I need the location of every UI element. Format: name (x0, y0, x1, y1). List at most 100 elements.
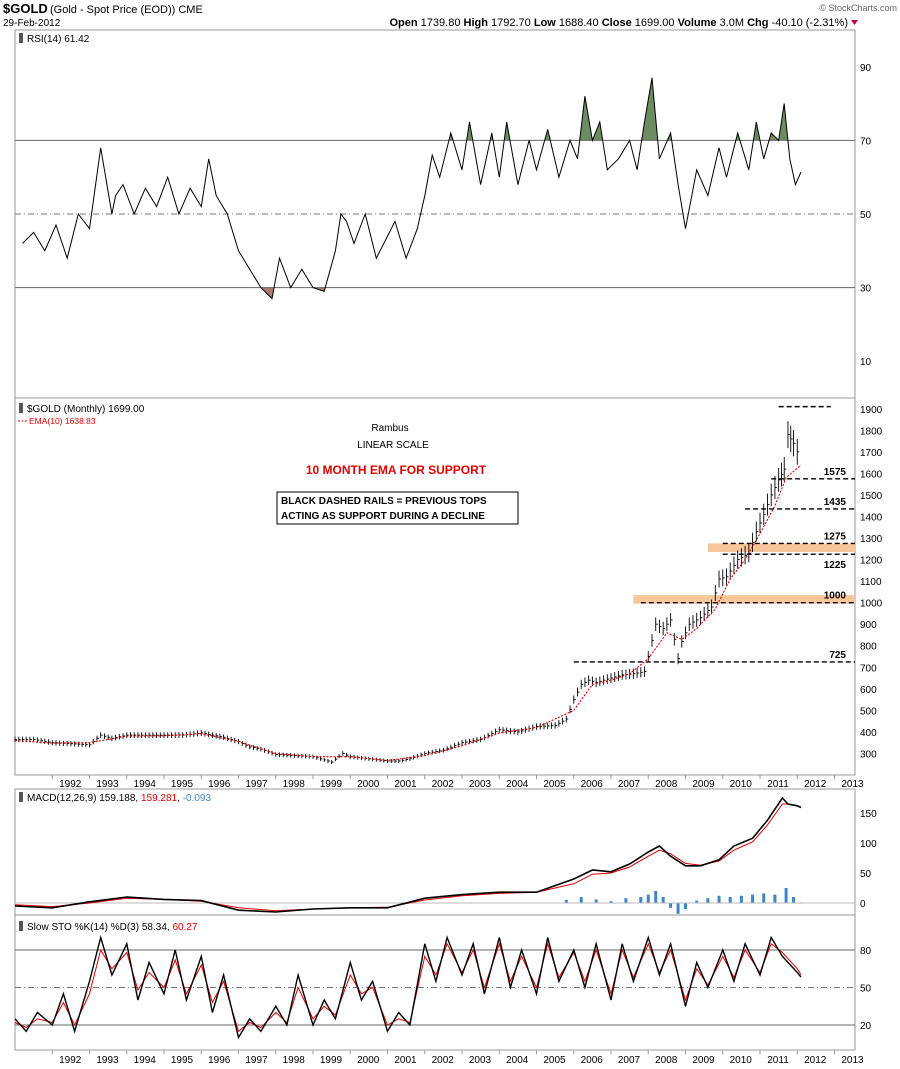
price-tick-1200: 1200 (860, 556, 883, 567)
macd-tick-50: 50 (860, 869, 872, 880)
macd-histogram-bar (762, 893, 766, 903)
stochastic-legend-marker (19, 921, 23, 931)
support-rail-label-1435: 1435 (824, 497, 847, 508)
macd-tick-0: 0 (860, 899, 866, 910)
price-tick-500: 500 (860, 706, 877, 717)
rsi-series: 10 30 50 70 90 (15, 63, 872, 368)
x-label-bottom-1993: 1993 (96, 1055, 119, 1066)
x-label-1999: 1999 (320, 779, 343, 790)
price-tick-1100: 1100 (860, 577, 882, 588)
x-label-2011: 2011 (767, 779, 789, 790)
macd-histogram-bar (661, 897, 665, 903)
rsi-oversold-fill (22, 287, 801, 299)
price-tick-1800: 1800 (860, 426, 883, 437)
symbol: $GOLD (3, 1, 48, 16)
support-rail-label-725: 725 (829, 650, 846, 661)
rsi-legend-text: RSI(14) 61.42 (27, 34, 90, 45)
x-label-2013: 2013 (841, 779, 864, 790)
x-label-bottom-2007: 2007 (618, 1055, 641, 1066)
price-tick-1600: 1600 (860, 469, 883, 480)
x-axis: 1992 1992 1993 1993 1994 1994 1995 1995 1996 1996… (51, 775, 864, 1066)
price-tick-1400: 1400 (860, 512, 883, 523)
source-credit: © StockCharts.com (819, 3, 897, 13)
price-tick-700: 700 (860, 663, 877, 674)
stochastic-legend: Slow STO %K(14) %D(3) 58.34, 60.27 (19, 921, 198, 933)
macd-histogram-bar (676, 903, 680, 914)
note-line-1: BLACK DASHED RAILS = PREVIOUS TOPS (281, 496, 487, 507)
x-label-1998: 1998 (283, 779, 306, 790)
x-label-2000: 2000 (357, 779, 380, 790)
author-label: Rambus (371, 423, 408, 434)
price-legend: $GOLD (Monthly) 1699.00 EMA(10) 1638.83 (18, 403, 145, 426)
x-label-bottom-2005: 2005 (543, 1055, 566, 1066)
rsi-tick-30: 30 (860, 284, 872, 295)
x-label-bottom-1992: 1992 (59, 1055, 82, 1066)
x-label-bottom-2011: 2011 (767, 1055, 789, 1066)
stochastic-tick-20: 20 (860, 1021, 872, 1032)
macd-histogram-bar (639, 897, 643, 903)
macd-histogram-bar (784, 888, 788, 903)
rsi-overbought-fill (22, 77, 801, 141)
support-rail-label-1000: 1000 (824, 591, 847, 602)
support-zone-1 (633, 595, 855, 604)
price-tick-600: 600 (860, 685, 877, 696)
macd-histogram-bar (792, 897, 796, 903)
change-down-icon (851, 20, 858, 25)
macd-histogram-bar (717, 895, 721, 903)
x-label-2001: 2001 (394, 779, 417, 790)
x-label-2004: 2004 (506, 779, 529, 790)
description: (Gold - Spot Price (EOD)) CME (50, 4, 203, 16)
ema-line (14, 464, 802, 761)
x-label-2006: 2006 (581, 779, 604, 790)
macd-histogram-bar (624, 898, 628, 903)
x-label-1995: 1995 (171, 779, 194, 790)
x-label-bottom-2004: 2004 (506, 1055, 529, 1066)
price-series: 1575 1435 1275 1225 1000 725 300 400 500 600 700 80… (14, 405, 883, 765)
macd-histogram-bar (609, 901, 613, 903)
x-label-bottom-2002: 2002 (432, 1055, 455, 1066)
macd-histogram-bar (739, 895, 743, 903)
rsi-tick-70: 70 (860, 136, 872, 147)
macd-legend-marker (19, 792, 23, 802)
stochastic-tick-80: 80 (860, 946, 872, 957)
x-label-bottom-2008: 2008 (655, 1055, 678, 1066)
rsi-tick-10: 10 (860, 357, 872, 368)
price-tick-1500: 1500 (860, 491, 883, 502)
macd-legend-text: MACD(12,26,9) 159.188, 159.281, -0.093 (27, 793, 211, 804)
price-tick-1300: 1300 (860, 534, 883, 545)
macd-histogram-bar (773, 894, 777, 903)
support-rail-label-1225: 1225 (824, 560, 847, 571)
x-label-bottom-1998: 1998 (283, 1055, 306, 1066)
x-label-2007: 2007 (618, 779, 641, 790)
x-label-1994: 1994 (134, 779, 157, 790)
annotations: Rambus LINEAR SCALE 10 MONTH EMA FOR SUP… (276, 423, 519, 525)
price-tick-1700: 1700 (860, 448, 883, 459)
x-label-bottom-2013: 2013 (841, 1055, 864, 1066)
x-label-1997: 1997 (245, 779, 268, 790)
macd-histogram-bar (669, 903, 673, 908)
price-tick-400: 400 (860, 728, 877, 739)
macd-tick-100: 100 (860, 839, 877, 850)
price-tick-900: 900 (860, 620, 877, 631)
x-label-bottom-2001: 2001 (394, 1055, 417, 1066)
x-label-bottom-2010: 2010 (730, 1055, 753, 1066)
macd-histogram-bar (706, 898, 710, 903)
rsi-legend: RSI(14) 61.42 (19, 33, 90, 45)
x-label-bottom-1995: 1995 (171, 1055, 194, 1066)
macd-histogram-bar (751, 894, 755, 903)
support-zone-0 (707, 543, 855, 553)
macd-tick-150: 150 (860, 809, 877, 820)
x-label-bottom-1997: 1997 (245, 1055, 268, 1066)
ema-legend-text: EMA(10) 1638.83 (29, 416, 96, 426)
rsi-tick-50: 50 (860, 210, 872, 221)
chart-header: $GOLD (Gold - Spot Price (EOD)) CME 29-F… (3, 1, 897, 29)
x-label-2009: 2009 (692, 779, 715, 790)
price-legend-text: $GOLD (Monthly) 1699.00 (27, 404, 145, 415)
macd-histogram-bar (564, 900, 568, 903)
macd-histogram-bar (654, 891, 658, 903)
macd-histogram-bar (695, 900, 699, 903)
macd-panel (14, 788, 856, 916)
chart-date: 29-Feb-2012 (3, 18, 61, 29)
x-label-bottom-1996: 1996 (208, 1055, 231, 1066)
